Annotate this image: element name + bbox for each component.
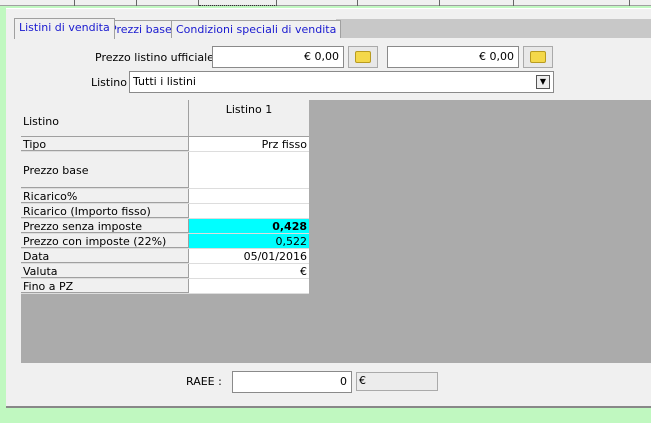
row-value[interactable]: € (300, 265, 307, 278)
row-label: Prezzo con imposte (22%) (21, 234, 189, 248)
folder-button-2[interactable] (523, 46, 553, 68)
top-tab[interactable] (75, 0, 137, 6)
grid-row: Prezzo senza imposte 0,428 (21, 219, 309, 234)
prezzo-listino-label: Prezzo listino ufficiale : (95, 51, 222, 64)
top-tab[interactable] (514, 0, 630, 6)
row-value[interactable]: 0,522 (189, 234, 309, 248)
prezzo-listino-input-1[interactable]: € 0,00 (212, 46, 344, 68)
row-label: Ricarico (Importo fisso) (21, 204, 189, 218)
prezzo-listino-input-2[interactable]: € 0,00 (387, 46, 519, 68)
top-tab-strip (0, 0, 651, 6)
row-label: Valuta (21, 264, 189, 278)
column-header-listino-1[interactable]: Listino 1 (189, 100, 309, 136)
tab-condizioni-speciali[interactable]: Condizioni speciali di vendita (171, 20, 342, 38)
raee-currency: € (356, 372, 438, 391)
row-value[interactable] (189, 204, 309, 218)
grid-row: Prezzo base (21, 152, 309, 189)
top-tab[interactable] (199, 0, 277, 6)
row-value[interactable]: 0,428 (189, 219, 309, 233)
folder-icon (530, 51, 546, 63)
listino-label: Listino : (91, 76, 135, 89)
row-value[interactable]: Prz fisso (261, 138, 307, 151)
grid-row: Ricarico (Importo fisso) (21, 204, 309, 219)
chevron-down-icon[interactable]: ▼ (536, 75, 550, 89)
row-label: Data (21, 249, 189, 263)
raee-label: RAEE : (186, 375, 222, 388)
grid-header-label: Listino (21, 100, 189, 136)
row-value[interactable] (189, 279, 309, 293)
grid-row: Fino a PZ (21, 279, 309, 294)
listino-value: Tutti i listini (133, 75, 196, 88)
row-value[interactable] (189, 152, 309, 188)
grid-row: Prezzo con imposte (22%) 0,522 (21, 234, 309, 249)
folder-button-1[interactable] (348, 46, 378, 68)
grid-row: Data 05/01/2016 (21, 249, 309, 264)
folder-icon (355, 51, 371, 63)
raee-input[interactable]: 0 (232, 371, 352, 393)
row-label: Prezzo base (21, 152, 189, 188)
grid-row: Tipo Prz fisso (21, 137, 309, 152)
row-label: Tipo (21, 137, 189, 151)
tab-listini-di-vendita[interactable]: Listini di vendita (14, 18, 115, 39)
row-value[interactable] (189, 189, 309, 203)
top-tab[interactable] (137, 0, 199, 6)
tab-prezzi-base[interactable]: Prezzi base (105, 20, 177, 38)
top-tab[interactable] (358, 0, 440, 6)
row-label: Prezzo senza imposte (21, 219, 189, 233)
row-value[interactable]: 05/01/2016 (243, 250, 307, 263)
top-tab[interactable] (440, 0, 514, 6)
top-tab[interactable] (0, 0, 75, 6)
top-tab[interactable] (277, 0, 358, 6)
row-label: Ricarico% (21, 189, 189, 203)
grid-row: Valuta € (21, 264, 309, 279)
row-label: Fino a PZ (21, 279, 189, 293)
price-grid: Listino Listino 1 Tipo Prz fisso Prezzo ba… (21, 100, 309, 294)
grid-row: Ricarico% (21, 189, 309, 204)
listino-select[interactable]: Tutti i listini ▼ (129, 71, 554, 93)
